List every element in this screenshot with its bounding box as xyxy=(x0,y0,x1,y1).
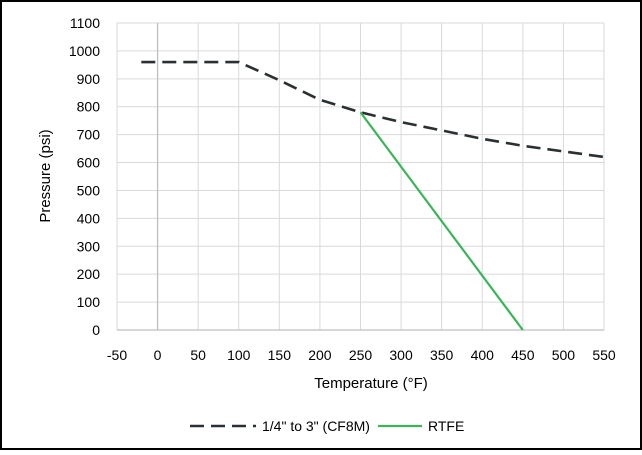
legend-label-2: RTFE xyxy=(428,418,464,434)
x-tick-label: 100 xyxy=(227,347,251,363)
y-axis-title: Pressure (psi) xyxy=(37,129,54,222)
series-line-2 xyxy=(359,111,524,331)
x-tick-label: 400 xyxy=(471,347,495,363)
x-tick-label: 50 xyxy=(190,347,206,363)
y-tick-label: 300 xyxy=(77,238,101,254)
x-tick-label: 0 xyxy=(154,347,162,363)
y-tick-label: 500 xyxy=(77,182,101,198)
axes xyxy=(117,23,604,331)
series-line-1 xyxy=(141,60,605,159)
x-tick-label: 350 xyxy=(430,347,454,363)
y-tick-label: 0 xyxy=(92,322,100,338)
y-tick-label: 400 xyxy=(77,210,101,226)
y-tick-label: 1000 xyxy=(69,43,100,59)
y-tick-label: 100 xyxy=(77,294,101,310)
y-tick-label: 700 xyxy=(77,127,101,143)
x-tick-label: 500 xyxy=(552,347,576,363)
gridlines xyxy=(116,22,605,331)
x-tick-label: 300 xyxy=(389,347,413,363)
x-tick-label: 200 xyxy=(308,347,332,363)
legend-label-1: 1/4" to 3" (CF8M) xyxy=(262,418,370,434)
y-tick-label: 200 xyxy=(77,266,101,282)
x-tick-label: 150 xyxy=(268,347,292,363)
x-tick-label: -50 xyxy=(107,347,127,363)
y-tick-label: 800 xyxy=(77,99,101,115)
legend: 1/4" to 3" (CF8M) RTFE xyxy=(190,418,464,434)
x-tick-label: 250 xyxy=(349,347,373,363)
y-tick-label: 600 xyxy=(77,155,101,171)
x-tick-label: 550 xyxy=(592,347,616,363)
x-axis-title: Temperature (°F) xyxy=(314,375,428,392)
y-tick-label: 900 xyxy=(77,71,101,87)
y-tick-label: 1100 xyxy=(70,15,100,31)
series xyxy=(141,60,605,331)
tick-labels: -50 0 50 100 150 200 250 300 350 400 450 500 550 0 100… xyxy=(69,15,616,363)
x-tick-label: 450 xyxy=(511,347,535,363)
